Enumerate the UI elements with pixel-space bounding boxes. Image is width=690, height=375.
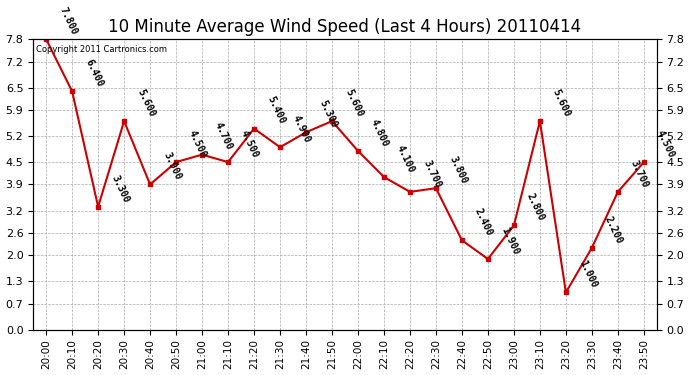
Text: 5.600: 5.600	[343, 87, 364, 118]
Text: 1.900: 1.900	[499, 225, 520, 256]
Text: 4.800: 4.800	[369, 117, 391, 148]
Text: 3.700: 3.700	[421, 158, 442, 189]
Text: 5.600: 5.600	[551, 87, 573, 118]
Text: 4.900: 4.900	[291, 114, 313, 144]
Text: 4.100: 4.100	[395, 143, 417, 174]
Text: 5.400: 5.400	[265, 95, 286, 126]
Text: 1.000: 1.000	[577, 259, 598, 290]
Text: 2.200: 2.200	[603, 214, 624, 245]
Text: 3.900: 3.900	[161, 151, 183, 182]
Text: 6.400: 6.400	[83, 58, 105, 88]
Text: 2.400: 2.400	[473, 207, 495, 237]
Text: 4.500: 4.500	[655, 129, 676, 159]
Title: 10 Minute Average Wind Speed (Last 4 Hours) 20110414: 10 Minute Average Wind Speed (Last 4 Hou…	[108, 18, 582, 36]
Text: 3.700: 3.700	[629, 158, 651, 189]
Text: 5.300: 5.300	[317, 99, 339, 129]
Text: 4.700: 4.700	[213, 121, 235, 152]
Text: 7.800: 7.800	[57, 6, 79, 36]
Text: 5.600: 5.600	[135, 87, 157, 118]
Text: 4.500: 4.500	[187, 129, 208, 159]
Text: 3.300: 3.300	[109, 173, 130, 204]
Text: Copyright 2011 Cartronics.com: Copyright 2011 Cartronics.com	[37, 45, 167, 54]
Text: 4.500: 4.500	[239, 129, 261, 159]
Text: 3.800: 3.800	[447, 154, 469, 185]
Text: 2.800: 2.800	[525, 192, 546, 223]
